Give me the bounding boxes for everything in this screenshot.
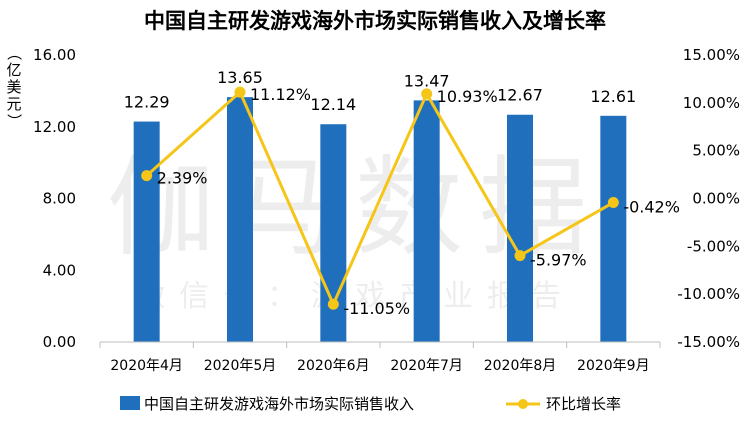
legend-label-bar: 中国自主研发游戏海外市场实际销售收入 — [144, 395, 414, 413]
x-axis-tick-labels: 2020年4月 2020年5月 2020年6月 2020年7月 2020年8月 2020年… — [110, 358, 649, 374]
y-axis-left-label-char: 亿 — [6, 61, 21, 79]
y-right-tick-label: 15.00% — [683, 46, 740, 64]
y-left-tick-label: 4.00 — [43, 261, 76, 279]
growth-value-label: 10.93% — [437, 87, 498, 106]
growth-point — [514, 250, 526, 262]
line-data-labels: 2.39% 11.12% -11.05% 10.93% -5.97% -0.42% — [157, 85, 680, 318]
growth-point — [141, 170, 153, 182]
growth-point — [607, 197, 619, 209]
x-tick-label: 2020年6月 — [297, 358, 370, 374]
x-axis-ticks — [99, 342, 661, 348]
bar — [133, 121, 160, 342]
y-right-tick-label: -15.00% — [677, 333, 740, 351]
y-axis-left-label-char: 美 — [6, 78, 21, 96]
bar — [413, 100, 440, 343]
growth-point — [234, 86, 246, 98]
y-right-tick-label: 5.00% — [692, 142, 740, 160]
growth-value-label: 11.12% — [250, 85, 311, 104]
chart-title: 中国自主研发游戏海外市场实际销售收入及增长率 — [144, 9, 606, 33]
bar — [507, 114, 533, 342]
legend-swatch-bar — [120, 396, 140, 410]
y-right-tick-label: -5.00% — [687, 237, 740, 255]
bar — [600, 115, 627, 342]
bar-value-label: 12.67 — [497, 86, 543, 105]
bar-value-label: 13.65 — [217, 68, 263, 87]
x-tick-label: 2020年9月 — [577, 358, 650, 374]
growth-point — [327, 298, 339, 310]
y-left-tick-label: 16.00 — [33, 46, 76, 64]
growth-line — [145, 90, 615, 306]
y-axis-left-label-char: ） — [5, 113, 23, 128]
y-axis-left-ticks: 0.00 4.00 8.00 12.00 16.00 — [33, 46, 76, 351]
line-series — [141, 86, 619, 310]
x-tick-label: 2020年4月 — [110, 358, 183, 374]
y-left-tick-label: 12.00 — [33, 118, 76, 136]
y-axis-right-ticks: -15.00% -10.00% -5.00% 0.00% 5.00% 10.00% 15.0… — [677, 46, 740, 351]
y-axis-left-label-char: （ — [5, 45, 23, 60]
x-tick-label: 2020年8月 — [484, 358, 557, 374]
y-axis-left-label: （亿美元） — [5, 45, 23, 128]
y-left-tick-label: 0.00 — [43, 333, 76, 351]
y-right-tick-label: -10.00% — [677, 285, 740, 303]
growth-value-label: -0.42% — [623, 198, 680, 217]
bar-value-label: 12.14 — [310, 95, 356, 114]
bar-value-label: 12.61 — [590, 87, 636, 106]
bar-value-label: 13.47 — [404, 71, 450, 90]
growth-value-label: -11.05% — [343, 299, 410, 318]
growth-value-label: 2.39% — [157, 169, 208, 188]
growth-point — [421, 88, 433, 100]
y-left-tick-label: 8.00 — [43, 190, 76, 208]
x-tick-label: 2020年7月 — [390, 358, 463, 374]
y-right-tick-label: 0.00% — [692, 190, 740, 208]
bar — [227, 97, 253, 342]
legend: 中国自主研发游戏海外市场实际销售收入 环比增长率 — [120, 395, 621, 413]
y-axis-left-label-char: 元 — [6, 95, 21, 113]
x-tick-label: 2020年5月 — [204, 358, 277, 374]
watermark-sub-text: 微信号：游戏产业报告 — [135, 279, 575, 314]
growth-value-label: -5.97% — [530, 251, 587, 270]
bar-data-labels: 12.29 13.65 12.14 13.47 12.67 12.61 — [124, 68, 636, 114]
bar-value-label: 12.29 — [124, 93, 170, 112]
legend-swatch-marker — [518, 399, 528, 409]
y-right-tick-label: 10.00% — [683, 94, 740, 112]
legend-label-line: 环比增长率 — [546, 395, 621, 413]
